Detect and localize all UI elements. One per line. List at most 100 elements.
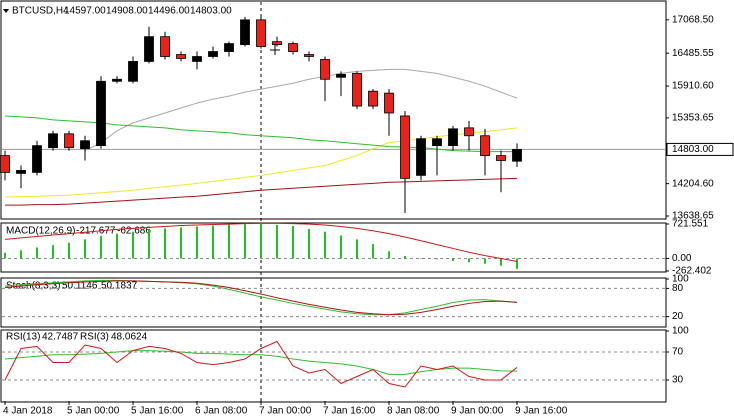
x-tick-label: 6 Jan 08:00 [195, 406, 248, 417]
indicator-line [4, 350, 518, 375]
indicator-line [4, 279, 518, 316]
candle-body [176, 54, 186, 59]
histogram-bar [228, 224, 230, 259]
histogram-bar [52, 245, 54, 259]
histogram-bar [212, 225, 214, 259]
candle-body [304, 54, 314, 57]
legend-entry: RSI(13) [6, 332, 40, 343]
x-tick-label: 5 Jan 00:00 [67, 406, 120, 417]
candle-body [320, 59, 330, 80]
x-tick-label: 9 Jan 00:00 [451, 406, 504, 417]
candle-body [16, 170, 26, 174]
candle-body [160, 36, 170, 57]
histogram-bar [388, 251, 390, 259]
y-tick-label: 13638.65 [672, 211, 714, 222]
indicator-line [5, 177, 518, 206]
histogram-bar [324, 231, 326, 259]
candle-body [128, 61, 138, 82]
histogram-bar [372, 244, 374, 259]
candle-body [256, 19, 266, 47]
y-tick-label: 17068.50 [672, 14, 714, 25]
y-tick-label: 15353.65 [672, 113, 714, 124]
x-tick-label: 4 Jan 2018 [3, 406, 53, 417]
y-tick-label: 721.551 [672, 219, 709, 230]
indicator-value: 50.1146 [62, 281, 98, 292]
candle-body [240, 19, 250, 46]
candle-body [416, 138, 426, 176]
ohlc-label: 14908.00 [106, 6, 148, 17]
histogram-bar [4, 252, 6, 259]
indicator-title: MACD(12,26,9) [6, 226, 75, 237]
candle-body [448, 128, 458, 147]
histogram-bar [36, 247, 38, 259]
candle-body [96, 80, 106, 147]
candle-body [512, 149, 522, 162]
histogram-bar [468, 258, 470, 263]
pane-frame [0, 329, 667, 403]
indicator-line [84, 68, 518, 152]
candle-body [432, 138, 442, 147]
histogram-bar [132, 231, 134, 259]
candle-body [112, 78, 122, 82]
histogram-bar [148, 229, 150, 259]
candle-body [144, 36, 154, 62]
histogram-bar [20, 250, 22, 259]
histogram-bar [340, 235, 342, 259]
candle-body [400, 115, 410, 179]
y-tick-label: 70 [672, 347, 684, 358]
candle-body [224, 43, 234, 52]
y-tick-label: 80 [672, 283, 684, 294]
candle-body [80, 140, 90, 150]
price-box [666, 142, 734, 156]
histogram-bar [180, 227, 182, 259]
y-tick-label: 16485.55 [672, 48, 714, 59]
candle-body [0, 155, 10, 173]
indicator-value: 48.0624 [111, 332, 148, 343]
y-tick-label: 20 [672, 311, 684, 322]
candle-body [32, 145, 42, 173]
y-tick-label: 100 [672, 274, 689, 285]
histogram-bar [484, 258, 486, 264]
histogram-bar [164, 228, 166, 259]
y-tick-label: 15910.60 [672, 81, 714, 92]
histogram-bar [436, 258, 438, 260]
legend-entry: RSI(3) [80, 332, 109, 343]
histogram-bar [84, 239, 86, 259]
indicator-line [4, 222, 518, 262]
x-tick-label: 7 Jan 16:00 [323, 406, 376, 417]
price-label: 14803.00 [672, 144, 714, 155]
candle-body [208, 51, 218, 57]
candle-body [336, 73, 346, 78]
indicator-line [4, 340, 518, 388]
indicator-value: 42.7487 [42, 332, 79, 343]
x-tick-label: 8 Jan 08:00 [387, 406, 440, 417]
indicator-line [4, 127, 518, 198]
y-tick-label: 14204.60 [672, 178, 714, 189]
y-tick-label: -262.402 [672, 266, 712, 277]
histogram-bar [68, 242, 70, 259]
ohlc-label: 14803.00 [190, 6, 232, 17]
pane-frame [0, 222, 667, 273]
ohlc-label: 14597.00 [64, 6, 106, 17]
histogram-bar [500, 258, 502, 266]
pane-frame [0, 277, 667, 328]
pane-frame [0, 0, 667, 220]
candle-body [192, 56, 202, 62]
indicator-line [4, 280, 518, 316]
histogram-bar [356, 239, 358, 259]
histogram-bar [196, 226, 198, 259]
candle-body [384, 92, 394, 114]
histogram-bar [292, 225, 294, 259]
candle-body [64, 133, 74, 149]
candle-body [464, 127, 474, 137]
x-tick-label: 5 Jan 16:00 [131, 406, 184, 417]
candle-body [480, 135, 490, 156]
y-tick-label: 30 [672, 375, 684, 386]
histogram-bar [100, 236, 102, 259]
histogram-bar [452, 258, 454, 261]
candle-body [496, 155, 506, 161]
candle-body [272, 41, 282, 46]
y-tick-label: 100 [672, 326, 689, 337]
